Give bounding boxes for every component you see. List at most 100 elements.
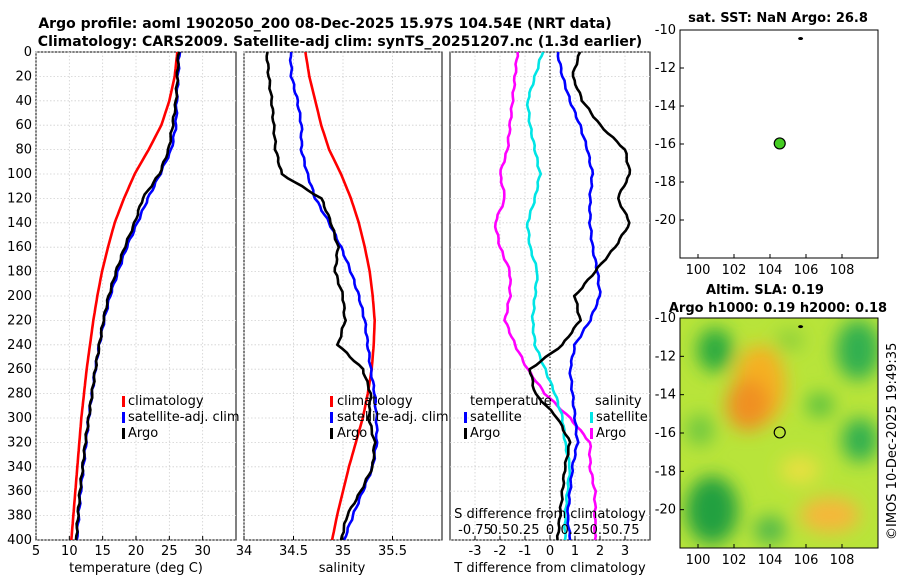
temperature-legend: climatology satellite-adj. clim Argo (122, 394, 240, 441)
y-tick-label: 320 (7, 435, 32, 450)
y-tick-label: 300 (7, 411, 32, 426)
legend-key-sal-argo (590, 428, 593, 439)
legend-key-argo (122, 428, 125, 439)
difference-x2label: S difference from climatology (454, 507, 646, 522)
legend-key-temp-argo (464, 428, 467, 439)
legend-title-temperature: temperature (470, 394, 552, 409)
title-line2: Climatology: CARS2009. Satellite-adj cli… (38, 34, 642, 50)
salinity-panel: 34 34.5 35 35.5 salinity climatology satell… (236, 51, 449, 576)
legend-label-argo: Argo (128, 426, 158, 441)
x-tick-label: 35 (335, 544, 352, 559)
x-tick-label: -3 (469, 544, 482, 559)
map-x-tick-label: 108 (830, 263, 855, 278)
x-tick-label: 34 (236, 544, 253, 559)
y-tick-label: 280 (7, 387, 32, 402)
map-y-tick-label: -12 (655, 61, 676, 76)
title-line1: Argo profile: aoml 1902050_200 08-Dec-20… (38, 16, 611, 32)
x-tick-label: 10 (61, 544, 78, 559)
legend-label-climatology: climatology (337, 394, 413, 409)
argo-location-marker (773, 426, 786, 439)
legend-key-satellite (330, 412, 333, 423)
map-y-tick-label: -14 (655, 388, 676, 403)
map-x-tick-label: 108 (830, 553, 855, 568)
sla-map-panel: Altim. SLA: 0.19 Argo h1000: 0.19 h2000:… (655, 283, 887, 568)
legend-label-argo: Argo (337, 426, 367, 441)
x-tick-label: 30 (194, 544, 211, 559)
island-marker (798, 37, 804, 41)
y-tick-label: 40 (15, 94, 32, 109)
y-tick-label: 120 (7, 191, 32, 206)
x-tick-label: 35.5 (378, 544, 407, 559)
x2-tick-label: -0.75 (458, 523, 492, 538)
sla-map-title1: Altim. SLA: 0.19 (706, 283, 824, 298)
x-tick-label: 20 (128, 544, 145, 559)
series-line-temperature-satellite-adj (525, 52, 572, 540)
x-tick-label: -1 (519, 544, 532, 559)
map-x-tick-label: 104 (758, 263, 783, 278)
map-x-tick-label: 100 (686, 553, 711, 568)
legend-label-satellite: satellite-adj. clim (337, 410, 449, 425)
sst-map-title: sat. SST: NaN Argo: 26.8 (688, 11, 868, 26)
difference-panel: -3 -2 -1 0 1 2 3 T difference from climatology… (449, 51, 651, 576)
series-line-climatology (304, 52, 377, 540)
salinity-legend: climatology satellite-adj. clim Argo (330, 394, 449, 441)
map-x-tick-label: 102 (722, 263, 747, 278)
legend-key-sal-satellite (590, 412, 593, 423)
temperature-axes-box (35, 51, 237, 541)
legend-label-satellite: satellite-adj. clim (128, 410, 240, 425)
sla-map-title2: Argo h1000: 0.19 h2000: 0.18 (669, 301, 887, 316)
map-x-tick-label: 104 (758, 553, 783, 568)
x2-tick-label: 0.5 (490, 523, 511, 538)
x-tick-label: 3 (621, 544, 629, 559)
argo-location-marker (773, 137, 786, 150)
x-tick-label: 15 (94, 544, 111, 559)
map-y-tick-label: -10 (655, 23, 676, 38)
y-tick-label: 380 (7, 509, 32, 524)
map-x-tick-label: 100 (686, 263, 711, 278)
legend-label-temp-argo: Argo (470, 426, 500, 441)
x2-tick-label: 0.5 (590, 523, 611, 538)
map-y-tick-label: -14 (655, 99, 676, 114)
map-y-tick-label: -18 (655, 464, 676, 479)
sla-heatmap (680, 318, 878, 548)
x2-tick-label: 0.25 (561, 523, 590, 538)
series-line-argo (265, 52, 377, 540)
sst-map-panel: sat. SST: NaN Argo: 26.8 100 102 104 106 108… (655, 11, 879, 278)
map-y-tick-label: -16 (655, 426, 676, 441)
map-y-tick-label: -10 (655, 311, 676, 326)
x-tick-label: 34.5 (279, 544, 308, 559)
series-line-salinity-argo (528, 52, 632, 540)
y-tick-label: 340 (7, 460, 32, 475)
x-tick-label: 1 (571, 544, 579, 559)
map-x-tick-label: 106 (794, 263, 819, 278)
x2-tick-label: 0.75 (611, 523, 640, 538)
difference-legend: temperature satellite Argo salinity sate… (464, 394, 648, 441)
y-tick-label: 80 (15, 143, 32, 158)
y-tick-label: 240 (7, 338, 32, 353)
y-tick-label: 180 (7, 265, 32, 280)
legend-key-climatology (330, 396, 333, 407)
map-y-tick-label: -12 (655, 349, 676, 364)
x-tick-label: 2 (596, 544, 604, 559)
x2-tick-label: 0.25 (511, 523, 540, 538)
legend-label-climatology: climatology (128, 394, 204, 409)
y-tick-label: 0 (24, 45, 32, 60)
x2-tick-label: 0 (546, 523, 554, 538)
map-x-tick-label: 106 (794, 553, 819, 568)
x-tick-label: 5 (32, 544, 40, 559)
series-line-argo (74, 52, 181, 540)
difference-xlabel: T difference from climatology (453, 561, 646, 576)
island-marker (798, 325, 804, 329)
y-tick-label: 60 (15, 118, 32, 133)
map-y-tick-label: -20 (655, 503, 676, 518)
y-tick-label: 200 (7, 289, 32, 304)
legend-key-satellite (122, 412, 125, 423)
temperature-xlabel: temperature (deg C) (69, 561, 203, 576)
salinity-xlabel: salinity (319, 561, 366, 576)
legend-title-salinity: salinity (595, 394, 642, 409)
y-tick-label: 400 (7, 533, 32, 548)
legend-label-sal-argo: Argo (596, 426, 626, 441)
map-y-tick-label: -16 (655, 137, 676, 152)
x-tick-label: 25 (161, 544, 178, 559)
